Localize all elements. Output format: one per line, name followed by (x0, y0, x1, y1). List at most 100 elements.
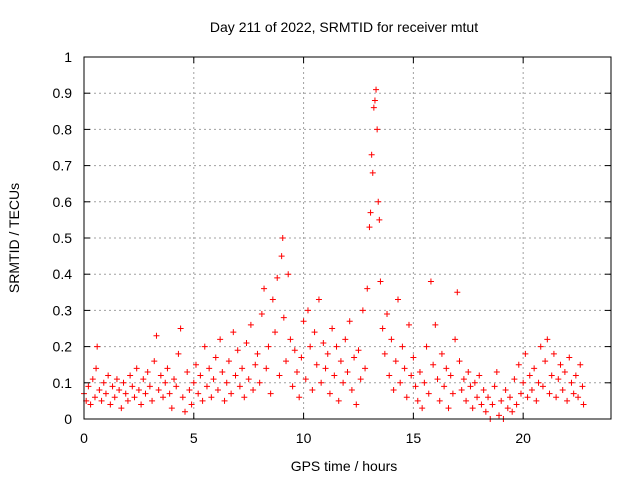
data-point (124, 397, 131, 404)
data-point (544, 336, 551, 343)
data-point (127, 372, 134, 379)
data-point (254, 350, 261, 357)
data-point (436, 397, 443, 404)
data-point (568, 379, 575, 386)
data-point (548, 372, 555, 379)
data-point (467, 383, 474, 390)
data-point (102, 390, 109, 397)
data-point (566, 354, 573, 361)
data-point (201, 343, 208, 350)
data-point (296, 394, 303, 401)
data-point (493, 368, 500, 375)
data-point (438, 350, 445, 357)
data-point (465, 368, 472, 375)
data-point (245, 376, 252, 383)
data-point (89, 376, 96, 383)
data-point (498, 397, 505, 404)
data-point (208, 394, 215, 401)
data-point (373, 86, 380, 93)
data-point (241, 394, 248, 401)
x-tick-labels: 0 5 10 15 20 (80, 430, 531, 446)
data-point (555, 376, 562, 383)
data-point (509, 408, 516, 415)
data-point (91, 394, 98, 401)
data-point (120, 379, 127, 386)
data-point (320, 339, 327, 346)
data-point (401, 365, 408, 372)
data-point (390, 387, 397, 394)
data-point (274, 274, 281, 281)
data-point (236, 383, 243, 390)
data-point (367, 209, 374, 216)
data-point (405, 321, 412, 328)
data-point (388, 336, 395, 343)
data-point (263, 365, 270, 372)
data-point (579, 383, 586, 390)
data-point (454, 289, 461, 296)
data-point (410, 354, 417, 361)
data-point (577, 361, 584, 368)
data-point (140, 376, 147, 383)
data-point (478, 401, 485, 408)
data-point (344, 368, 351, 375)
data-point (234, 347, 241, 354)
data-point (480, 387, 487, 394)
data-point (432, 321, 439, 328)
data-point (340, 379, 347, 386)
data-point (434, 376, 441, 383)
axis-ticks (83, 56, 611, 420)
data-point (93, 365, 100, 372)
x-tick-label: 0 (80, 430, 88, 446)
data-point (265, 343, 272, 350)
data-point (300, 318, 307, 325)
data-point (469, 405, 476, 412)
data-point (423, 343, 430, 350)
data-point (348, 387, 355, 394)
data-point (214, 387, 221, 394)
data-point (550, 350, 557, 357)
data-point (375, 198, 382, 205)
data-point (379, 325, 386, 332)
data-point (304, 307, 311, 314)
data-point (370, 104, 377, 111)
data-point (553, 394, 560, 401)
x-axis-label: GPS time / hours (291, 458, 398, 474)
data-point (239, 365, 246, 372)
x-tick-label: 5 (190, 430, 198, 446)
data-point (491, 383, 498, 390)
data-point (351, 354, 358, 361)
y-tick-label: 0.9 (53, 85, 73, 101)
y-tick-label: 0.6 (53, 194, 73, 210)
data-point (100, 379, 107, 386)
data-point (485, 394, 492, 401)
data-point (111, 394, 118, 401)
data-point (386, 372, 393, 379)
data-point (546, 390, 553, 397)
data-point (144, 368, 151, 375)
data-point (533, 397, 540, 404)
data-point (531, 365, 538, 372)
data-point (162, 379, 169, 386)
y-tick-label: 0.3 (53, 302, 73, 318)
data-point (195, 390, 202, 397)
data-point (452, 336, 459, 343)
data-point (392, 358, 399, 365)
data-point (557, 361, 564, 368)
x-tick-label: 15 (406, 430, 422, 446)
data-point (105, 372, 112, 379)
data-point (85, 383, 92, 390)
data-point (357, 376, 364, 383)
data-point (425, 390, 432, 397)
y-tick-label: 0.4 (53, 266, 73, 282)
data-point (129, 383, 136, 390)
data-point (376, 216, 383, 223)
data-point (506, 394, 513, 401)
data-points (81, 86, 587, 422)
data-point (283, 358, 290, 365)
data-point (149, 397, 156, 404)
data-point (289, 383, 296, 390)
data-point (225, 358, 232, 365)
data-point (368, 151, 375, 158)
data-point (87, 401, 94, 408)
data-point (421, 379, 428, 386)
